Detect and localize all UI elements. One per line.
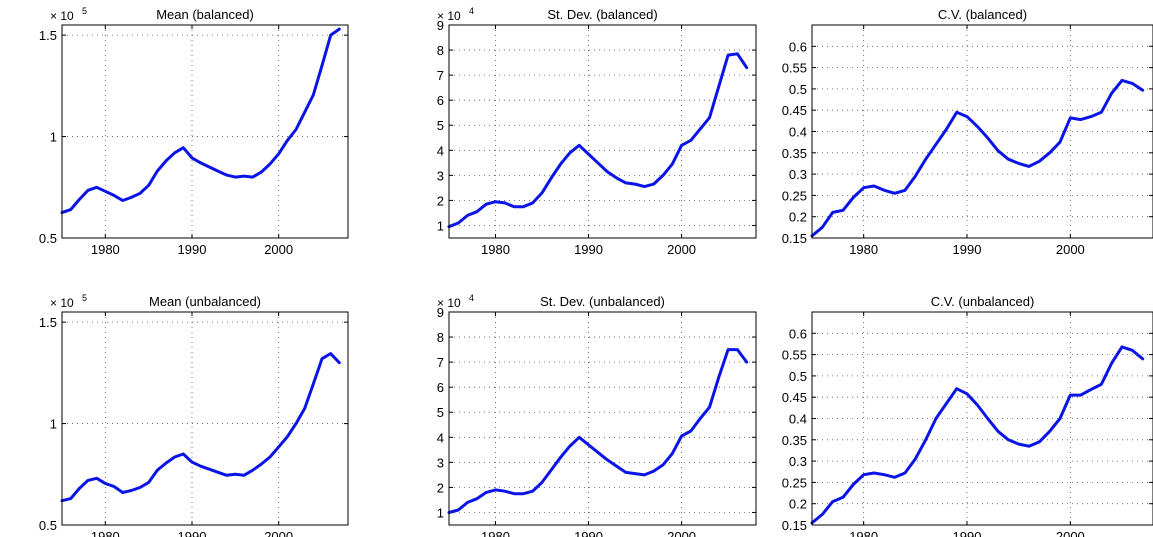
y-tick-label: 0.55 [782,348,807,363]
subplot-1: 1980 1990 2000 0.5 1 1.5 Mean (balanced) × 10 5 [39,6,349,257]
x-tick-label: 1980 [481,242,510,257]
series-line [447,52,749,229]
series-line [60,352,341,503]
y-tick-label: 7 [437,355,444,370]
y-tick-label: 3 [437,455,444,470]
y-tick-label: 0.2 [789,497,807,512]
y-tick-label: 0.4 [789,412,807,427]
x-tick-label: 1980 [481,529,510,537]
axes-box [811,24,1153,239]
y-tick-label: 0.15 [782,231,807,246]
series-line [447,348,749,514]
x-tick-label: 1990 [953,529,982,537]
series-line [60,27,341,215]
axes-box [61,311,349,526]
y-tick-label: 1.5 [39,28,57,43]
y-tick-label: 3 [437,168,444,183]
y-tick-label: 0.5 [39,518,57,533]
y-tick-label: 1 [50,417,57,432]
axis-exponent: × 10 [437,9,461,23]
chart-title: St. Dev. (balanced) [547,7,657,22]
y-tick-label: 0.25 [782,188,807,203]
axes-box [811,311,1153,526]
y-tick-label: 8 [437,330,444,345]
x-tick-label: 1990 [178,242,207,257]
y-tick-label: 2 [437,480,444,495]
y-tick-label: 9 [437,305,444,320]
x-tick-label: 1990 [574,242,603,257]
y-tick-label: 6 [437,93,444,108]
x-tick-label: 1990 [178,529,207,537]
subplot-4: 1980 1990 2000 0.5 1 1.5 Mean (unbalanced) × 10… [39,293,349,537]
x-tick-label: 2000 [667,529,696,537]
y-tick-label: 0.3 [789,454,807,469]
y-tick-label: 0.15 [782,518,807,533]
y-tick-label: 5 [437,405,444,420]
x-tick-label: 1990 [953,242,982,257]
series-line [810,78,1145,238]
y-tick-label: 4 [437,143,444,158]
y-tick-label: 0.35 [782,146,807,161]
axis-exponent-power: 4 [469,293,474,303]
x-tick-label: 2000 [1056,242,1085,257]
y-tick-label: 1 [437,505,444,520]
y-tick-label: 0.2 [789,210,807,225]
y-tick-label: 1 [437,218,444,233]
series-line [810,345,1145,525]
subplot-2: 1980 1990 2000 1 2 3 4 5 6 7 8 9 St. Dev. (balanced)… [437,6,757,257]
x-tick-label: 1980 [849,242,878,257]
x-tick-label: 2000 [1056,529,1085,537]
chart-title: C.V. (balanced) [938,7,1027,22]
subplot-6: 1980 1990 2000 0.15 0.2 0.25 0.3 0.35 0.4 0.45 0.5… [782,294,1153,537]
y-tick-label: 0.55 [782,61,807,76]
x-tick-label: 1990 [574,529,603,537]
y-tick-label: 0.5 [789,369,807,384]
x-tick-label: 2000 [667,242,696,257]
chart-title: Mean (unbalanced) [149,294,261,309]
y-tick-label: 2 [437,193,444,208]
chart-title: St. Dev. (unbalanced) [540,294,665,309]
axis-exponent: × 10 [50,9,74,23]
subplot-5: 1980 1990 2000 1 2 3 4 5 6 7 8 9 St. Dev. (unbalance… [437,293,757,537]
x-tick-label: 1980 [91,242,120,257]
y-tick-label: 9 [437,18,444,33]
y-tick-label: 0.45 [782,390,807,405]
y-tick-label: 0.35 [782,433,807,448]
y-tick-label: 0.45 [782,103,807,118]
y-tick-label: 0.25 [782,475,807,490]
axis-exponent: × 10 [437,296,461,310]
y-tick-label: 1 [50,130,57,145]
y-tick-label: 0.4 [789,125,807,140]
x-tick-label: 1980 [91,529,120,537]
axes-box [448,311,757,526]
axis-exponent-power: 5 [82,293,87,303]
x-tick-label: 1980 [849,529,878,537]
axis-exponent: × 10 [50,296,74,310]
y-tick-label: 6 [437,380,444,395]
y-tick-label: 8 [437,43,444,58]
y-tick-label: 0.3 [789,167,807,182]
axis-exponent-power: 5 [82,6,87,16]
axes-box [61,24,349,239]
y-tick-label: 5 [437,118,444,133]
x-tick-label: 2000 [264,529,293,537]
y-tick-label: 0.5 [789,82,807,97]
y-tick-label: 0.5 [39,231,57,246]
y-tick-label: 0.6 [789,326,807,341]
chart-title: C.V. (unbalanced) [931,294,1035,309]
axis-exponent-power: 4 [469,6,474,16]
y-tick-label: 1.5 [39,315,57,330]
y-tick-label: 4 [437,430,444,445]
x-tick-label: 2000 [264,242,293,257]
axes-box [448,24,757,239]
subplot-3: 1980 1990 2000 0.15 0.2 0.25 0.3 0.35 0.4 0.45 0.5… [782,7,1153,257]
y-tick-label: 7 [437,68,444,83]
chart-title: Mean (balanced) [156,7,254,22]
y-tick-label: 0.6 [789,39,807,54]
